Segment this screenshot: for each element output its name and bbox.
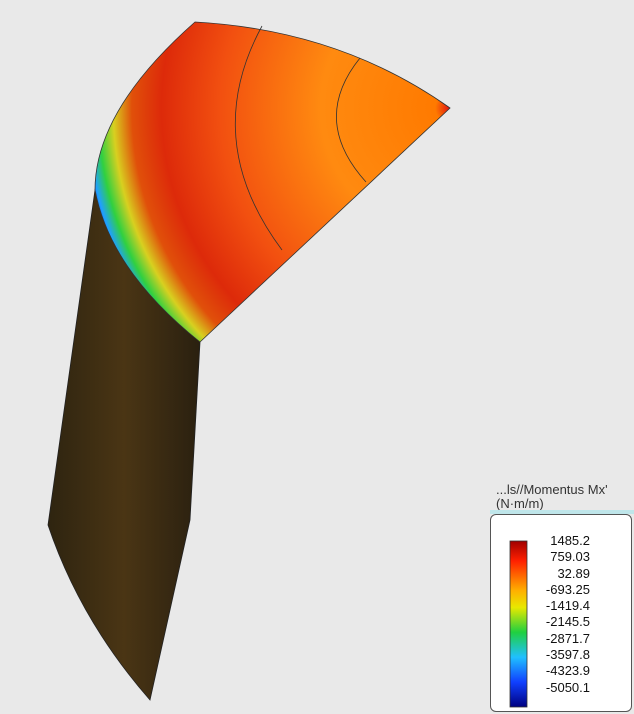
legend-label: 32.89 <box>528 566 590 582</box>
page: {"legend": {"title": "...ls//Momentus Mx… <box>0 0 634 714</box>
legend-label: -2871.7 <box>528 631 590 647</box>
legend-label: -4323.9 <box>528 663 590 679</box>
legend-label: 759.03 <box>528 549 590 565</box>
legend-label: 1485.2 <box>528 533 590 549</box>
legend-label: -2145.5 <box>528 614 590 630</box>
legend-label: -1419.4 <box>528 598 590 614</box>
color-bar <box>510 541 527 707</box>
legend-label: -693.25 <box>528 582 590 598</box>
legend-label: -3597.8 <box>528 647 590 663</box>
legend-label: -5050.1 <box>528 680 590 696</box>
